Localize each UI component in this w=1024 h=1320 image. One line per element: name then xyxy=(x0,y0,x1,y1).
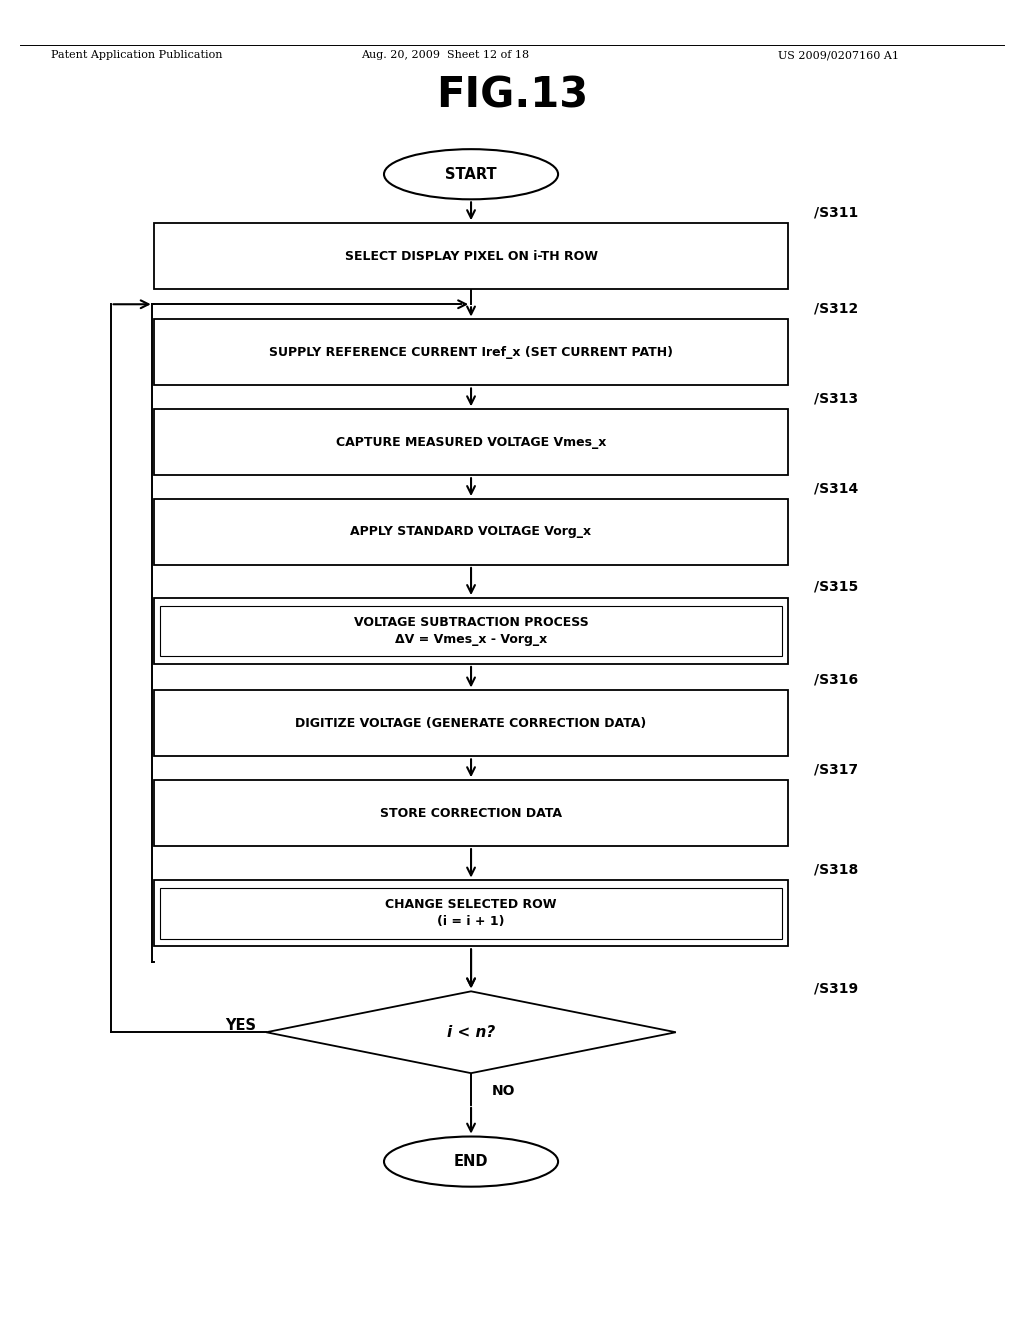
Text: FIG.13: FIG.13 xyxy=(436,74,588,116)
Text: /S315: /S315 xyxy=(814,579,858,594)
Ellipse shape xyxy=(384,1137,558,1187)
Text: DIGITIZE VOLTAGE (GENERATE CORRECTION DATA): DIGITIZE VOLTAGE (GENERATE CORRECTION DA… xyxy=(295,717,647,730)
Text: /S313: /S313 xyxy=(814,391,858,405)
Text: NO: NO xyxy=(492,1084,515,1098)
Text: CHANGE SELECTED ROW
(i = i + 1): CHANGE SELECTED ROW (i = i + 1) xyxy=(385,899,557,928)
Text: SELECT DISPLAY PIXEL ON i-TH ROW: SELECT DISPLAY PIXEL ON i-TH ROW xyxy=(344,249,598,263)
Text: /S317: /S317 xyxy=(814,762,858,776)
Text: /S312: /S312 xyxy=(814,301,858,315)
FancyBboxPatch shape xyxy=(154,880,788,946)
Text: START: START xyxy=(445,166,497,182)
Text: /S316: /S316 xyxy=(814,672,858,686)
Ellipse shape xyxy=(384,149,558,199)
Text: /S318: /S318 xyxy=(814,862,858,876)
Text: YES: YES xyxy=(225,1018,256,1034)
FancyBboxPatch shape xyxy=(160,888,782,939)
Text: Aug. 20, 2009  Sheet 12 of 18: Aug. 20, 2009 Sheet 12 of 18 xyxy=(361,50,529,61)
Text: VOLTAGE SUBTRACTION PROCESS
ΔV = Vmes_x - Vorg_x: VOLTAGE SUBTRACTION PROCESS ΔV = Vmes_x … xyxy=(353,616,589,645)
FancyBboxPatch shape xyxy=(154,319,788,385)
Text: SUPPLY REFERENCE CURRENT Iref_x (SET CURRENT PATH): SUPPLY REFERENCE CURRENT Iref_x (SET CUR… xyxy=(269,346,673,359)
Text: APPLY STANDARD VOLTAGE Vorg_x: APPLY STANDARD VOLTAGE Vorg_x xyxy=(350,525,592,539)
Text: /S311: /S311 xyxy=(814,205,858,219)
FancyBboxPatch shape xyxy=(154,598,788,664)
FancyBboxPatch shape xyxy=(154,690,788,756)
FancyBboxPatch shape xyxy=(160,606,782,656)
Polygon shape xyxy=(266,991,676,1073)
Text: i < n?: i < n? xyxy=(446,1024,496,1040)
FancyBboxPatch shape xyxy=(154,499,788,565)
Text: STORE CORRECTION DATA: STORE CORRECTION DATA xyxy=(380,807,562,820)
FancyBboxPatch shape xyxy=(154,223,788,289)
Text: Patent Application Publication: Patent Application Publication xyxy=(51,50,222,61)
FancyBboxPatch shape xyxy=(154,409,788,475)
Text: END: END xyxy=(454,1154,488,1170)
Text: CAPTURE MEASURED VOLTAGE Vmes_x: CAPTURE MEASURED VOLTAGE Vmes_x xyxy=(336,436,606,449)
Text: /S319: /S319 xyxy=(814,981,858,995)
Text: US 2009/0207160 A1: US 2009/0207160 A1 xyxy=(778,50,899,61)
FancyBboxPatch shape xyxy=(154,780,788,846)
Text: /S314: /S314 xyxy=(814,480,858,495)
